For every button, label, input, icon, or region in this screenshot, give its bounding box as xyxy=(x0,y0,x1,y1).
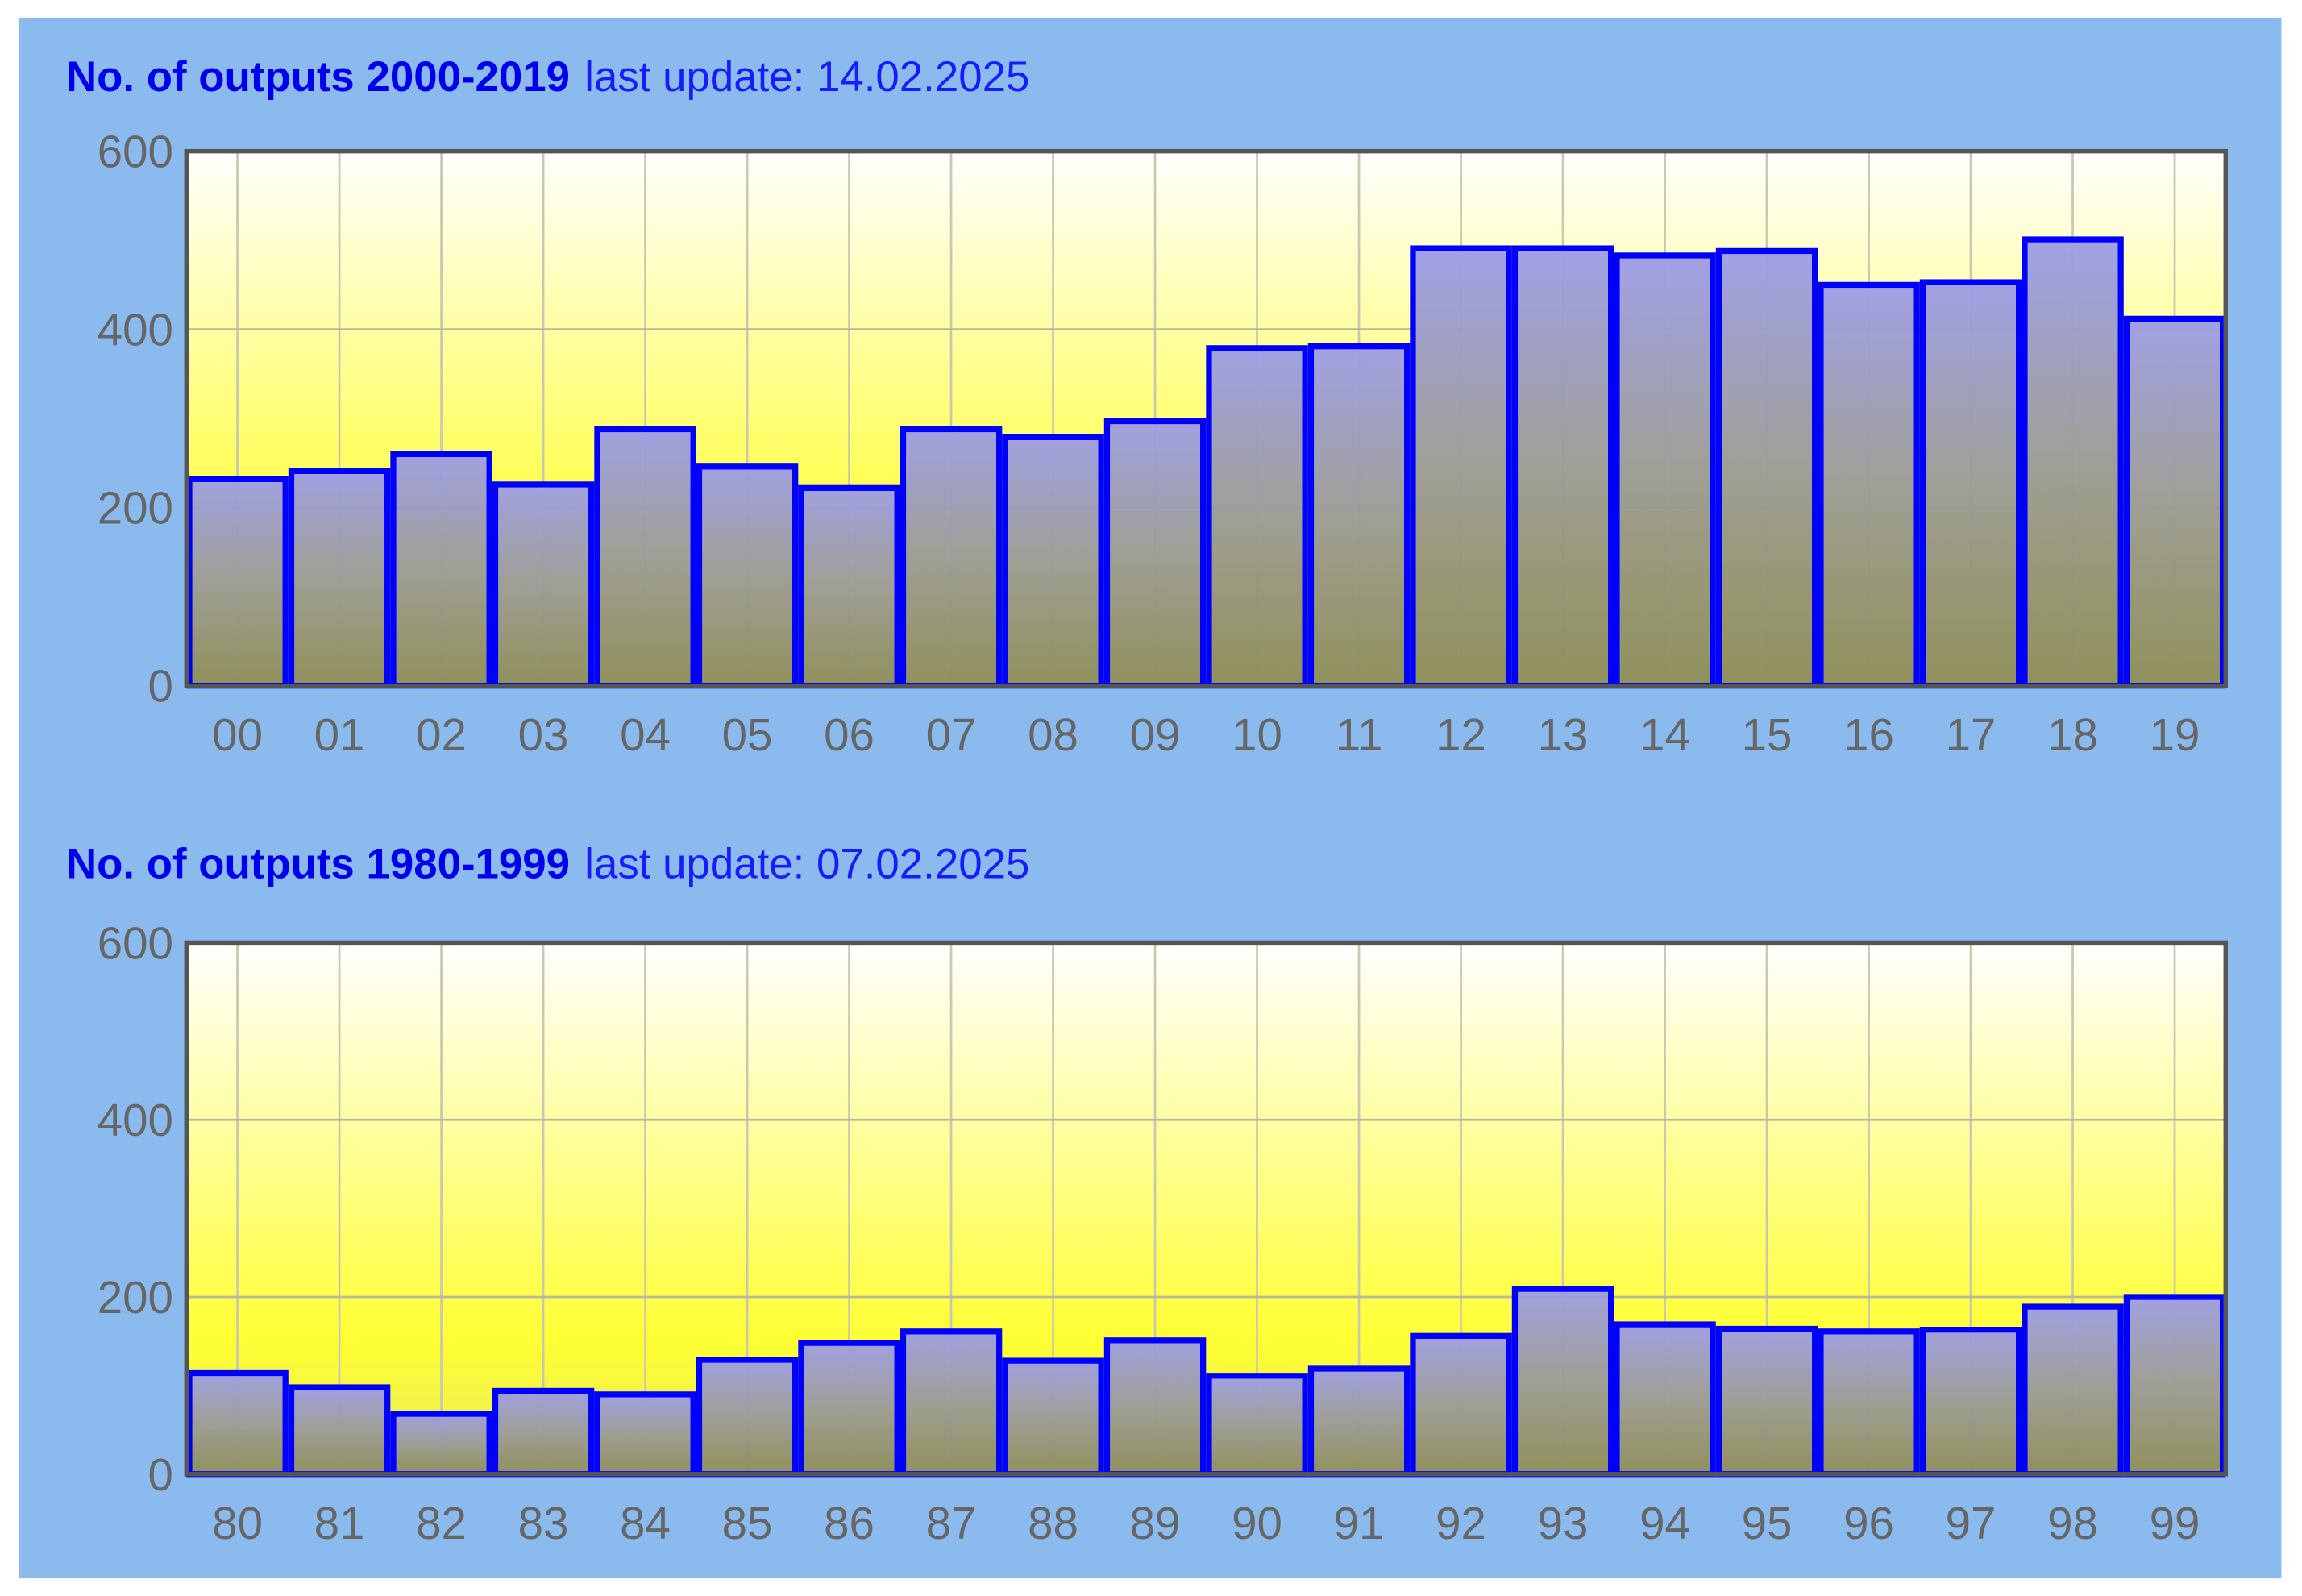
x-tick-label: 81 xyxy=(314,1498,365,1548)
x-tick-label: 86 xyxy=(824,1498,875,1548)
x-tick-label: 04 xyxy=(620,709,671,760)
chart-title: No. of outputs 2000-2019 last update: 14.… xyxy=(66,53,1029,101)
x-tick-label: 18 xyxy=(2047,709,2098,760)
bar xyxy=(900,426,1003,689)
bar xyxy=(1410,1332,1512,1478)
bar xyxy=(1511,245,1614,689)
x-tick-label: 02 xyxy=(416,709,467,760)
x-tick-label: 06 xyxy=(824,709,875,760)
plot-frame xyxy=(184,148,2229,688)
bar xyxy=(2123,1294,2226,1478)
bar xyxy=(594,1391,696,1478)
x-tick-label: 87 xyxy=(926,1498,977,1548)
x-tick-label: 92 xyxy=(1436,1498,1486,1548)
title-main: No. of outputs 1980-1999 xyxy=(66,840,570,887)
bar xyxy=(798,1340,900,1478)
y-tick-label: 0 xyxy=(148,1449,173,1500)
bar xyxy=(1614,1321,1716,1478)
title-main: No. of outputs 2000-2019 xyxy=(66,53,570,101)
bar xyxy=(1715,247,1818,689)
x-tick-label: 97 xyxy=(1946,1498,1997,1548)
bar xyxy=(1103,1337,1207,1478)
bar xyxy=(696,463,799,689)
bar xyxy=(900,1328,1003,1478)
x-tick-label: 83 xyxy=(518,1498,569,1548)
x-tick-label: 91 xyxy=(1334,1498,1385,1548)
bar xyxy=(1002,1357,1104,1478)
title-update: last update: 07.02.2025 xyxy=(584,840,1029,887)
bar xyxy=(1818,1328,1920,1478)
bar xyxy=(1919,1326,2022,1478)
x-tick-label: 95 xyxy=(1742,1498,1793,1548)
y-tick-label: 200 xyxy=(98,1272,173,1323)
bar xyxy=(2123,315,2226,689)
bar xyxy=(1307,343,1411,689)
chart-title: No. of outputs 1980-1999 last update: 07.… xyxy=(66,840,1029,887)
bar xyxy=(1206,345,1308,689)
x-tick-label: 84 xyxy=(620,1498,671,1548)
y-tick-label: 600 xyxy=(98,127,173,177)
x-tick-label: 12 xyxy=(1436,709,1486,760)
x-tick-label: 80 xyxy=(212,1498,263,1548)
x-tick-label: 07 xyxy=(926,709,977,760)
bar xyxy=(390,1411,492,1478)
bar xyxy=(186,1369,289,1478)
x-tick-label: 85 xyxy=(722,1498,773,1548)
bar xyxy=(696,1357,799,1478)
y-tick-label: 400 xyxy=(98,305,173,355)
x-tick-label: 98 xyxy=(2047,1498,2098,1548)
bar xyxy=(492,1387,595,1478)
x-tick-label: 89 xyxy=(1130,1498,1181,1548)
x-tick-label: 13 xyxy=(1538,709,1589,760)
bar xyxy=(288,468,391,689)
bar xyxy=(1002,434,1104,689)
title-update: last update: 14.02.2025 xyxy=(584,53,1029,101)
bar xyxy=(594,426,696,689)
x-tick-label: 15 xyxy=(1742,709,1793,760)
x-tick-label: 08 xyxy=(1028,709,1078,760)
x-tick-label: 11 xyxy=(1336,709,1383,760)
x-tick-label: 17 xyxy=(1946,709,1997,760)
bar xyxy=(288,1384,391,1478)
x-tick-label: 16 xyxy=(1843,709,1894,760)
bar xyxy=(492,481,595,689)
bar xyxy=(390,451,492,689)
bar xyxy=(2022,236,2124,689)
x-tick-label: 09 xyxy=(1130,709,1181,760)
x-tick-label: 14 xyxy=(1639,709,1690,760)
x-tick-label: 01 xyxy=(314,709,365,760)
x-tick-label: 10 xyxy=(1232,709,1282,760)
plot-frame xyxy=(184,940,2229,1477)
x-tick-label: 90 xyxy=(1232,1498,1282,1548)
bar xyxy=(1410,245,1512,689)
x-tick-label: 05 xyxy=(722,709,773,760)
x-tick-label: 03 xyxy=(518,709,569,760)
bar xyxy=(1511,1286,1614,1478)
bar xyxy=(2022,1303,2124,1478)
y-tick-label: 0 xyxy=(148,661,173,712)
bar xyxy=(1307,1365,1411,1478)
bar xyxy=(798,484,900,689)
x-tick-label: 94 xyxy=(1639,1498,1690,1548)
bar xyxy=(1103,418,1207,689)
x-tick-label: 00 xyxy=(212,709,263,760)
x-tick-label: 99 xyxy=(2150,1498,2200,1548)
y-tick-label: 600 xyxy=(98,917,173,968)
y-tick-label: 400 xyxy=(98,1095,173,1145)
bar xyxy=(1818,281,1920,689)
bar xyxy=(186,476,289,689)
y-tick-label: 200 xyxy=(98,483,173,534)
x-tick-label: 19 xyxy=(2150,709,2200,760)
x-tick-label: 88 xyxy=(1028,1498,1078,1548)
bar xyxy=(1614,252,1716,689)
bar xyxy=(1206,1373,1308,1478)
x-tick-label: 93 xyxy=(1538,1498,1589,1548)
x-tick-label: 82 xyxy=(416,1498,467,1548)
x-tick-label: 96 xyxy=(1843,1498,1894,1548)
bar xyxy=(1715,1325,1818,1478)
bar xyxy=(1919,279,2022,689)
